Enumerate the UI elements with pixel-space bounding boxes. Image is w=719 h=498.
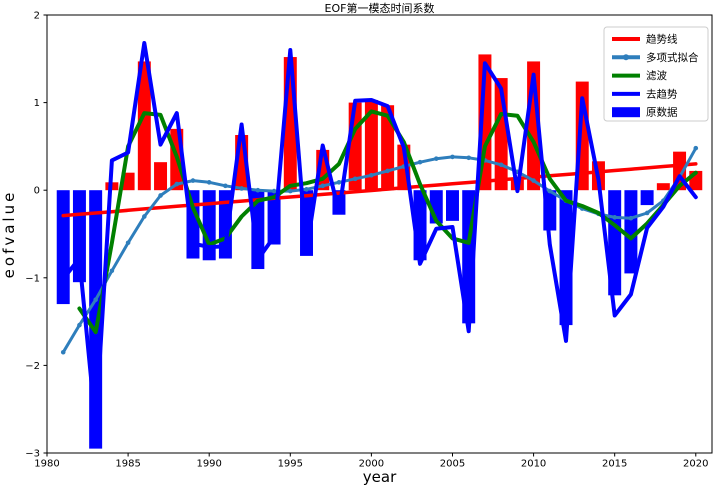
legend-label: 滤波 bbox=[646, 69, 667, 82]
bar-2000 bbox=[364, 99, 378, 191]
series-marker-多项式拟合 bbox=[466, 155, 472, 161]
legend-label: 趋势线 bbox=[646, 33, 678, 46]
legend-label: 多项式拟合 bbox=[646, 51, 699, 64]
series-marker-多项式拟合 bbox=[142, 214, 147, 219]
y-tick-label: 0 bbox=[34, 186, 40, 197]
series-marker-多项式拟合 bbox=[206, 180, 212, 185]
series-marker-多项式拟合 bbox=[693, 145, 699, 151]
y-tick-label: −2 bbox=[25, 361, 40, 372]
bar-1990 bbox=[202, 190, 216, 261]
bar-2018 bbox=[656, 183, 670, 191]
y-tick-label: 1 bbox=[34, 98, 40, 109]
bar-1993 bbox=[251, 190, 265, 270]
series-marker-多项式拟合 bbox=[433, 156, 439, 161]
bar-2017 bbox=[640, 190, 654, 206]
series-marker-多项式拟合 bbox=[547, 188, 553, 194]
x-tick-label: 2010 bbox=[521, 459, 546, 470]
legend-entry-多项式拟合: 多项式拟合 bbox=[612, 51, 699, 64]
series-marker-多项式拟合 bbox=[450, 154, 455, 160]
series-marker-多项式拟合 bbox=[612, 215, 617, 220]
y-tick-label: −3 bbox=[25, 449, 40, 460]
lines-layer bbox=[60, 41, 699, 428]
series-marker-多项式拟合 bbox=[628, 215, 634, 221]
series-marker-多项式拟合 bbox=[239, 186, 244, 191]
legend-entry-滤波: 滤波 bbox=[612, 69, 667, 82]
series-marker-多项式拟合 bbox=[60, 349, 66, 355]
x-tick-label: 2015 bbox=[602, 459, 627, 470]
x-tick-label: 2000 bbox=[359, 459, 384, 470]
series-marker-多项式拟合 bbox=[190, 178, 196, 183]
legend-label: 原数据 bbox=[646, 106, 678, 119]
bar-1981 bbox=[56, 190, 70, 305]
series-marker-多项式拟合 bbox=[125, 240, 131, 246]
series-marker-多项式拟合 bbox=[77, 322, 82, 328]
legend-entry-趋势线: 趋势线 bbox=[612, 33, 678, 46]
legend-entry-原数据: 原数据 bbox=[612, 106, 678, 119]
x-tick-label: 2020 bbox=[683, 459, 708, 470]
legend-box bbox=[603, 26, 709, 122]
series-marker-多项式拟合 bbox=[255, 187, 261, 193]
bar-2005 bbox=[446, 190, 459, 221]
series-marker-多项式拟合 bbox=[109, 268, 115, 274]
y-axis-label: eofvalue bbox=[0, 190, 18, 279]
x-tick-label: 1995 bbox=[278, 459, 303, 470]
series-marker-多项式拟合 bbox=[385, 168, 390, 174]
chart-title: EOF第一模态时间系数 bbox=[325, 1, 435, 15]
x-tick-label: 2005 bbox=[440, 459, 465, 470]
series-marker-多项式拟合 bbox=[93, 297, 98, 303]
series-marker-多项式拟合 bbox=[417, 159, 423, 165]
plot-spines bbox=[46, 14, 713, 454]
series-marker-多项式拟合 bbox=[287, 188, 293, 194]
series-line-滤波 bbox=[77, 109, 698, 335]
x-tick-label: 1990 bbox=[196, 459, 221, 470]
series-marker-多项式拟合 bbox=[174, 181, 180, 187]
legend-marker-dot bbox=[623, 54, 629, 61]
bar-1986 bbox=[137, 61, 151, 191]
x-axis-label: year bbox=[363, 468, 397, 486]
series-line-趋势线 bbox=[61, 162, 698, 218]
series-marker-多项式拟合 bbox=[223, 183, 228, 189]
legend-patch-swatch bbox=[612, 107, 640, 118]
series-marker-多项式拟合 bbox=[352, 176, 358, 182]
legend-entry-去趋势: 去趋势 bbox=[612, 87, 678, 100]
y-tick-label: −1 bbox=[25, 273, 40, 284]
series-marker-多项式拟合 bbox=[336, 180, 342, 185]
series-marker-多项式拟合 bbox=[158, 193, 163, 198]
series-marker-多项式拟合 bbox=[644, 210, 650, 216]
series-marker-多项式拟合 bbox=[304, 187, 309, 192]
y-tick-label: 2 bbox=[34, 11, 40, 22]
bar-2016 bbox=[624, 190, 638, 274]
bar-1987 bbox=[154, 162, 168, 191]
series-marker-多项式拟合 bbox=[271, 188, 277, 194]
legend-label: 去趋势 bbox=[646, 87, 678, 100]
series-marker-多项式拟合 bbox=[369, 173, 374, 178]
x-tick-label: 1980 bbox=[34, 459, 59, 470]
series-marker-多项式拟合 bbox=[531, 178, 536, 183]
axes-layer: 1980 1985 1990 1995 2000 2005 2010 2015 2020 −3 −2… bbox=[25, 11, 713, 470]
series-marker-多项式拟合 bbox=[498, 162, 504, 168]
series-marker-多项式拟合 bbox=[320, 183, 326, 189]
series-line-去趋势 bbox=[61, 41, 698, 428]
x-tick-label: 1985 bbox=[115, 459, 140, 470]
